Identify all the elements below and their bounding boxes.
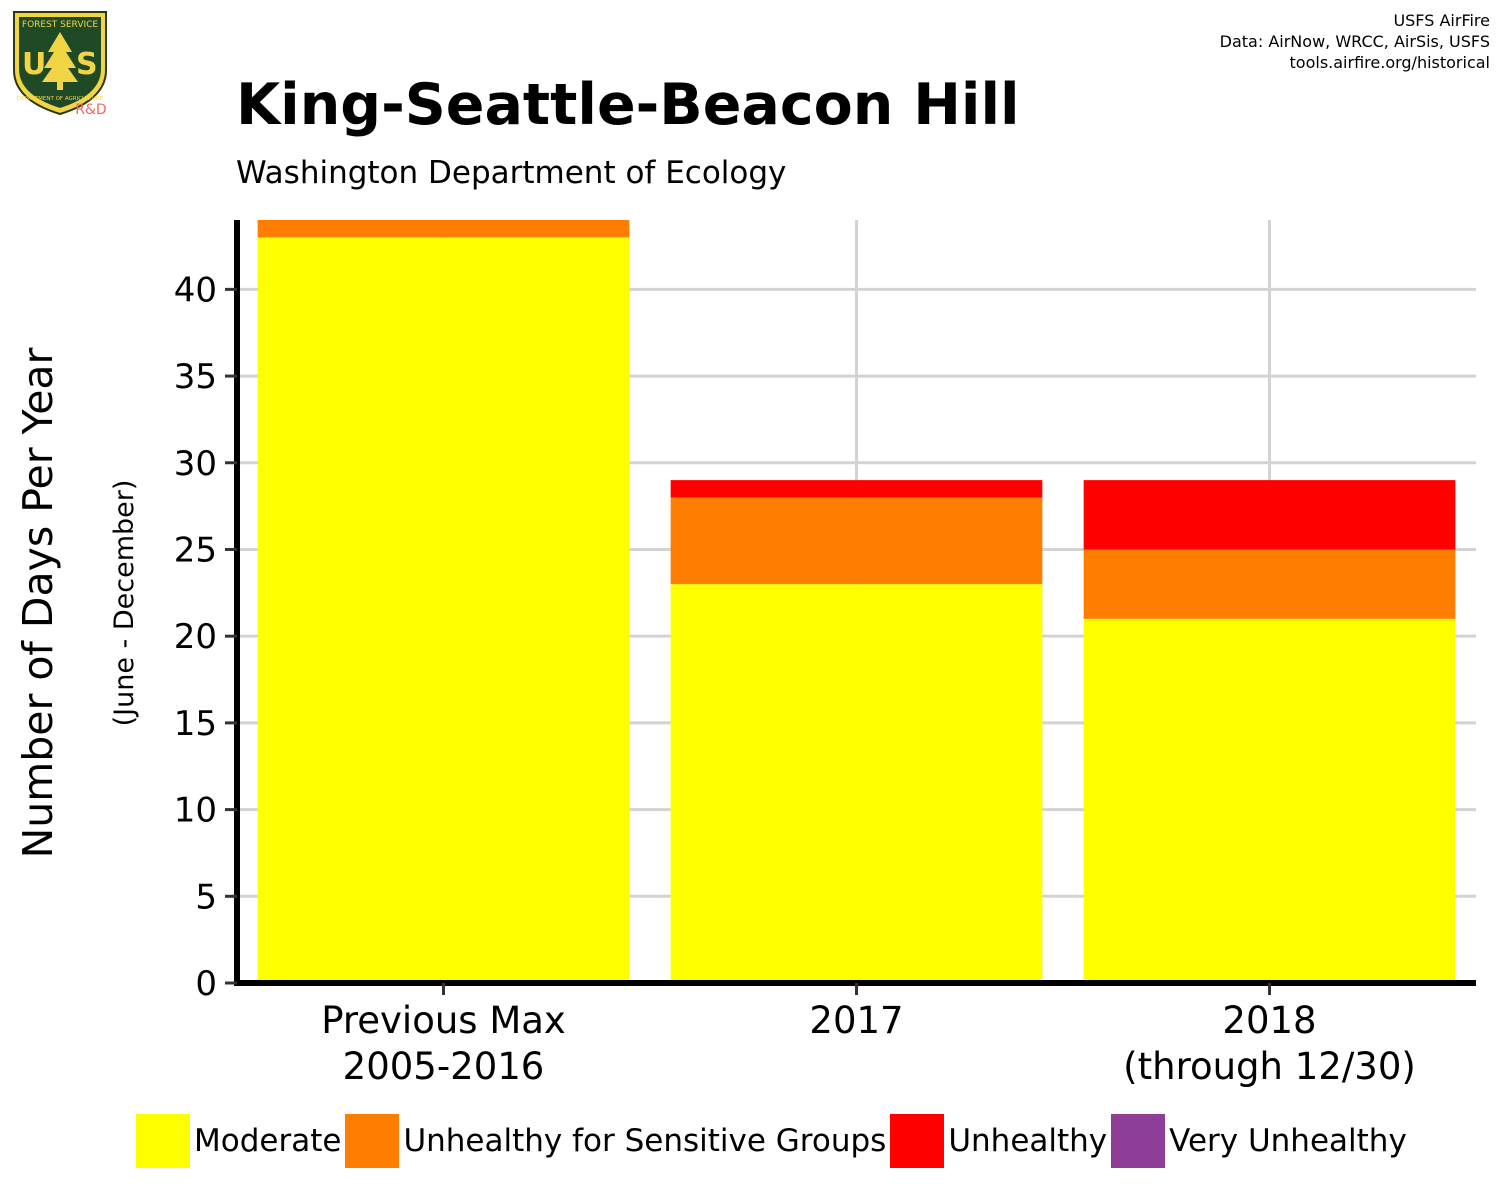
bar-segment <box>670 497 1043 585</box>
credit-line: Data: AirNow, WRCC, AirSis, USFS <box>1219 32 1490 51</box>
legend-item: Moderate <box>136 1114 341 1168</box>
svg-text:DEPARTMENT OF AGRICULTURE: DEPARTMENT OF AGRICULTURE <box>17 96 104 102</box>
legend-item: Unhealthy for Sensitive Groups <box>345 1114 886 1168</box>
bar-segment <box>1083 480 1456 550</box>
x-tick-label: 2005-2016 <box>343 1045 545 1088</box>
svg-text:R&D: R&D <box>75 102 106 118</box>
chart-title: King-Seattle-Beacon Hill <box>236 72 1020 138</box>
bar-segment <box>257 220 630 238</box>
legend-item: Very Unhealthy <box>1111 1114 1407 1168</box>
y-tick-label: 5 <box>195 877 217 917</box>
y-axis-subtitle: (June - December) <box>109 480 140 727</box>
legend-swatch <box>345 1114 400 1168</box>
x-tick-label: (through 12/30) <box>1123 1045 1416 1088</box>
usfs-logo: FOREST SERVICE U S US DEPARTMENT OF AGRI… <box>13 11 107 118</box>
x-tick-label: 2017 <box>809 999 903 1042</box>
legend-swatch <box>1111 1114 1166 1168</box>
y-axis-title: Number of Days Per Year <box>14 347 62 858</box>
chart-legend: Moderate Unhealthy for Sensitive Groups Un… <box>136 1114 1411 1168</box>
bar-segment <box>670 480 1043 498</box>
legend-swatch <box>136 1114 190 1168</box>
x-tick-label: 2018 <box>1222 999 1316 1042</box>
legend-item: Unhealthy <box>890 1114 1107 1168</box>
y-tick-label: 35 <box>174 357 217 397</box>
legend-label: Unhealthy for Sensitive Groups <box>403 1123 887 1159</box>
credit-line: tools.airfire.org/historical <box>1289 53 1490 72</box>
y-tick-label: 40 <box>174 270 217 310</box>
legend-label: Moderate <box>194 1123 342 1159</box>
y-tick-label: 30 <box>174 444 217 484</box>
y-tick-label: 25 <box>174 530 217 570</box>
svg-text:U: U <box>22 47 46 82</box>
bar-segment <box>670 584 1043 983</box>
x-tick-label: Previous Max <box>321 999 566 1042</box>
credits-block: USFS AirFire Data: AirNow, WRCC, AirSis,… <box>1220 10 1490 73</box>
bar-segment <box>257 237 630 983</box>
credit-line: USFS AirFire <box>1393 11 1490 30</box>
legend-swatch <box>890 1114 945 1168</box>
bar-segment <box>1083 549 1456 619</box>
legend-label: Very Unhealthy <box>1169 1123 1407 1159</box>
svg-text:FOREST SERVICE: FOREST SERVICE <box>22 20 99 30</box>
y-tick-label: 0 <box>195 964 217 1004</box>
y-tick-label: 10 <box>174 791 217 831</box>
y-tick-label: 20 <box>174 617 217 657</box>
legend-label: Unhealthy <box>948 1123 1108 1159</box>
svg-text:S: S <box>76 47 98 82</box>
y-tick-label: 15 <box>174 704 217 744</box>
chart-subtitle: Washington Department of Ecology <box>236 155 787 191</box>
bar-segment <box>1083 618 1456 983</box>
